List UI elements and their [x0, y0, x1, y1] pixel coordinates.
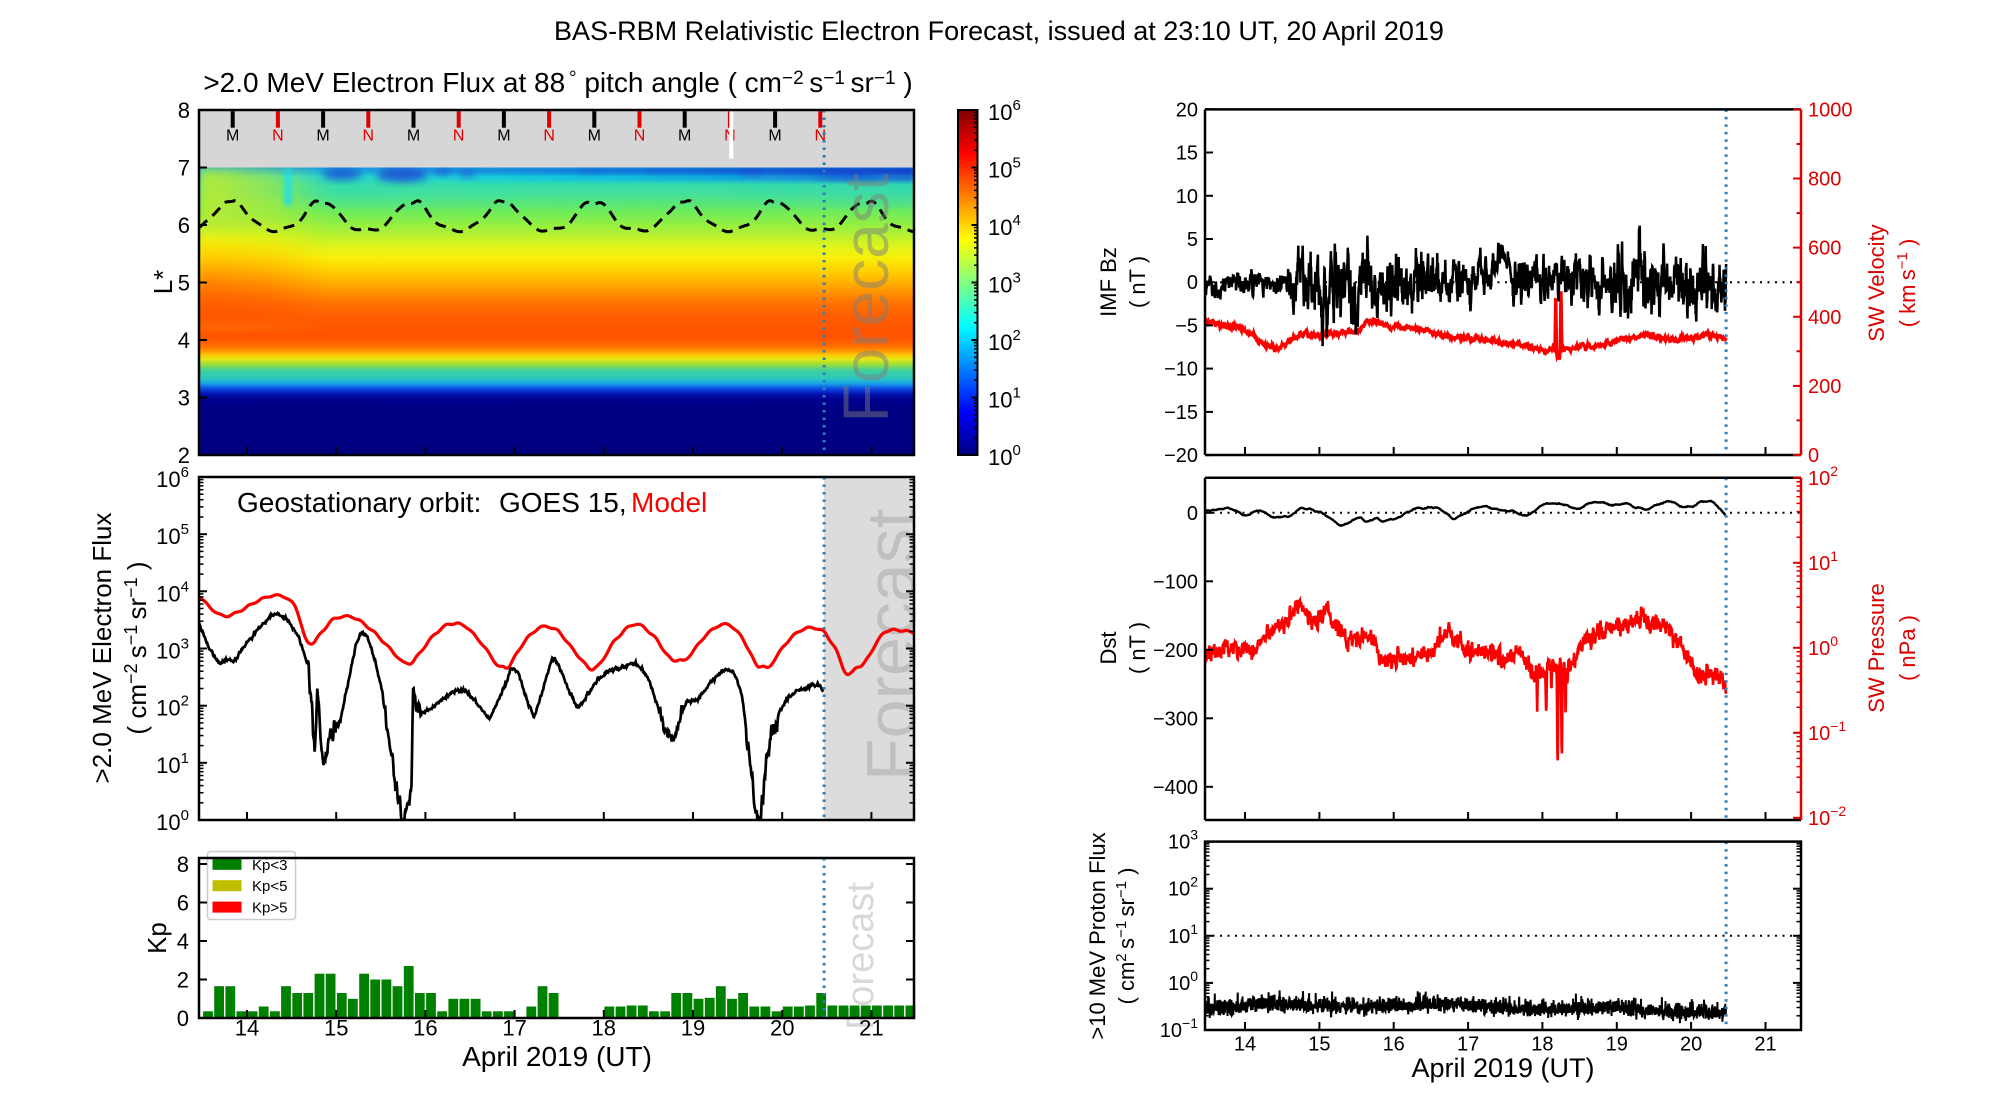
svg-text:Dst: Dst — [1096, 632, 1121, 665]
svg-text:April 2019 (UT): April 2019 (UT) — [1411, 1053, 1594, 1083]
svg-text:L*: L* — [148, 270, 178, 295]
svg-text:−15: −15 — [1164, 402, 1198, 424]
svg-text:M: M — [407, 128, 420, 145]
svg-text:GOES 15,: GOES 15, — [499, 487, 627, 518]
svg-text:16: 16 — [1383, 1034, 1405, 1056]
svg-text:5: 5 — [1187, 229, 1198, 251]
svg-text:Forecast: Forecast — [830, 173, 902, 422]
svg-text:6: 6 — [178, 213, 190, 238]
svg-text:0: 0 — [1187, 272, 1198, 294]
svg-text:20: 20 — [770, 1016, 794, 1041]
svg-text:Geostationary orbit:: Geostationary orbit: — [237, 487, 481, 518]
svg-text:( nT ): ( nT ) — [1125, 622, 1150, 674]
svg-text:0: 0 — [177, 1006, 189, 1031]
svg-text:Model: Model — [631, 487, 707, 518]
svg-text:21: 21 — [859, 1016, 883, 1041]
svg-text:0: 0 — [1187, 503, 1198, 525]
svg-text:400: 400 — [1808, 307, 1841, 329]
svg-text:4: 4 — [177, 929, 189, 954]
svg-text:−100: −100 — [1153, 571, 1198, 593]
svg-text:Forecast: Forecast — [852, 509, 930, 781]
svg-text:Kp: Kp — [142, 922, 172, 954]
svg-text:4: 4 — [178, 328, 190, 353]
svg-text:N: N — [363, 128, 375, 145]
svg-text:>2.0 MeV Electron Flux: >2.0 MeV Electron Flux — [87, 513, 117, 784]
svg-text:7: 7 — [178, 156, 190, 181]
svg-text:8: 8 — [178, 98, 190, 123]
svg-text:19: 19 — [1606, 1034, 1628, 1056]
svg-text:17: 17 — [1457, 1034, 1479, 1056]
svg-text:Kp<3: Kp<3 — [252, 857, 287, 874]
svg-text:16: 16 — [413, 1016, 437, 1041]
svg-text:M: M — [588, 128, 601, 145]
svg-text:15: 15 — [1176, 143, 1198, 165]
svg-text:Kp<5: Kp<5 — [252, 878, 287, 895]
svg-text:101: 101 — [156, 750, 189, 778]
svg-text:−300: −300 — [1153, 708, 1198, 730]
svg-text:15: 15 — [1308, 1034, 1330, 1056]
svg-text:104: 104 — [156, 578, 189, 606]
svg-text:14: 14 — [235, 1016, 259, 1041]
svg-text:( nT ): ( nT ) — [1125, 256, 1150, 308]
svg-text:3: 3 — [178, 386, 190, 411]
svg-text:100: 100 — [1168, 968, 1198, 995]
svg-text:−5: −5 — [1175, 315, 1198, 337]
svg-text:6: 6 — [177, 891, 189, 916]
svg-text:−20: −20 — [1164, 445, 1198, 467]
svg-text:M: M — [226, 128, 239, 145]
svg-text:18: 18 — [1531, 1034, 1553, 1056]
svg-text:800: 800 — [1808, 169, 1841, 191]
svg-text:5: 5 — [178, 271, 190, 296]
svg-text:April 2019 (UT): April 2019 (UT) — [462, 1041, 652, 1072]
svg-text:21: 21 — [1754, 1034, 1776, 1056]
svg-text:M: M — [316, 128, 329, 145]
svg-text:M: M — [497, 128, 510, 145]
svg-text:20: 20 — [1680, 1034, 1702, 1056]
svg-text:20: 20 — [1176, 99, 1198, 121]
svg-text:0: 0 — [1808, 445, 1819, 467]
svg-text:( cm2 s−1 sr−1 ): ( cm2 s−1 sr−1 ) — [1113, 868, 1139, 1005]
svg-text:200: 200 — [1808, 376, 1841, 398]
svg-text:10: 10 — [1176, 186, 1198, 208]
svg-text:N: N — [634, 128, 646, 145]
svg-text:17: 17 — [502, 1016, 526, 1041]
svg-text:−10: −10 — [1164, 359, 1198, 381]
svg-text:Forecast: Forecast — [840, 882, 882, 1030]
svg-text:BAS-RBM Relativistic Electron: BAS-RBM Relativistic Electron Forecast, … — [554, 16, 1444, 46]
svg-text:19: 19 — [681, 1016, 705, 1041]
svg-text:>2.0 MeV Electron Flux at 88 °: >2.0 MeV Electron Flux at 88 ° pitch ang… — [203, 67, 912, 98]
svg-text:2: 2 — [177, 968, 189, 993]
svg-text:Kp>5: Kp>5 — [252, 900, 287, 917]
svg-text:( km s−1 ): ( km s−1 ) — [1894, 239, 1920, 328]
svg-text:( cm−2 s−1 sr−1 ): ( cm−2 s−1 sr−1 ) — [121, 561, 152, 734]
svg-text:N: N — [543, 128, 555, 145]
svg-text:N: N — [272, 128, 284, 145]
svg-text:M: M — [678, 128, 691, 145]
svg-text:M: M — [768, 128, 781, 145]
svg-text:18: 18 — [592, 1016, 616, 1041]
svg-text:−200: −200 — [1153, 640, 1198, 662]
svg-text:N: N — [815, 128, 827, 145]
svg-text:SW Pressure: SW Pressure — [1864, 583, 1889, 713]
svg-text:15: 15 — [324, 1016, 348, 1041]
svg-text:N: N — [453, 128, 465, 145]
svg-text:−400: −400 — [1153, 777, 1198, 799]
svg-text:( nPa ): ( nPa ) — [1895, 615, 1920, 681]
svg-text:100: 100 — [156, 807, 189, 835]
svg-text:8: 8 — [177, 852, 189, 877]
svg-text:>10 MeV Proton Flux: >10 MeV Proton Flux — [1085, 832, 1110, 1039]
svg-text:14: 14 — [1234, 1034, 1256, 1056]
svg-text:1000: 1000 — [1808, 99, 1853, 121]
svg-text:600: 600 — [1808, 238, 1841, 260]
svg-text:SW Velocity: SW Velocity — [1864, 224, 1889, 341]
svg-text:IMF Bz: IMF Bz — [1096, 247, 1121, 317]
svg-text:2: 2 — [178, 443, 190, 468]
